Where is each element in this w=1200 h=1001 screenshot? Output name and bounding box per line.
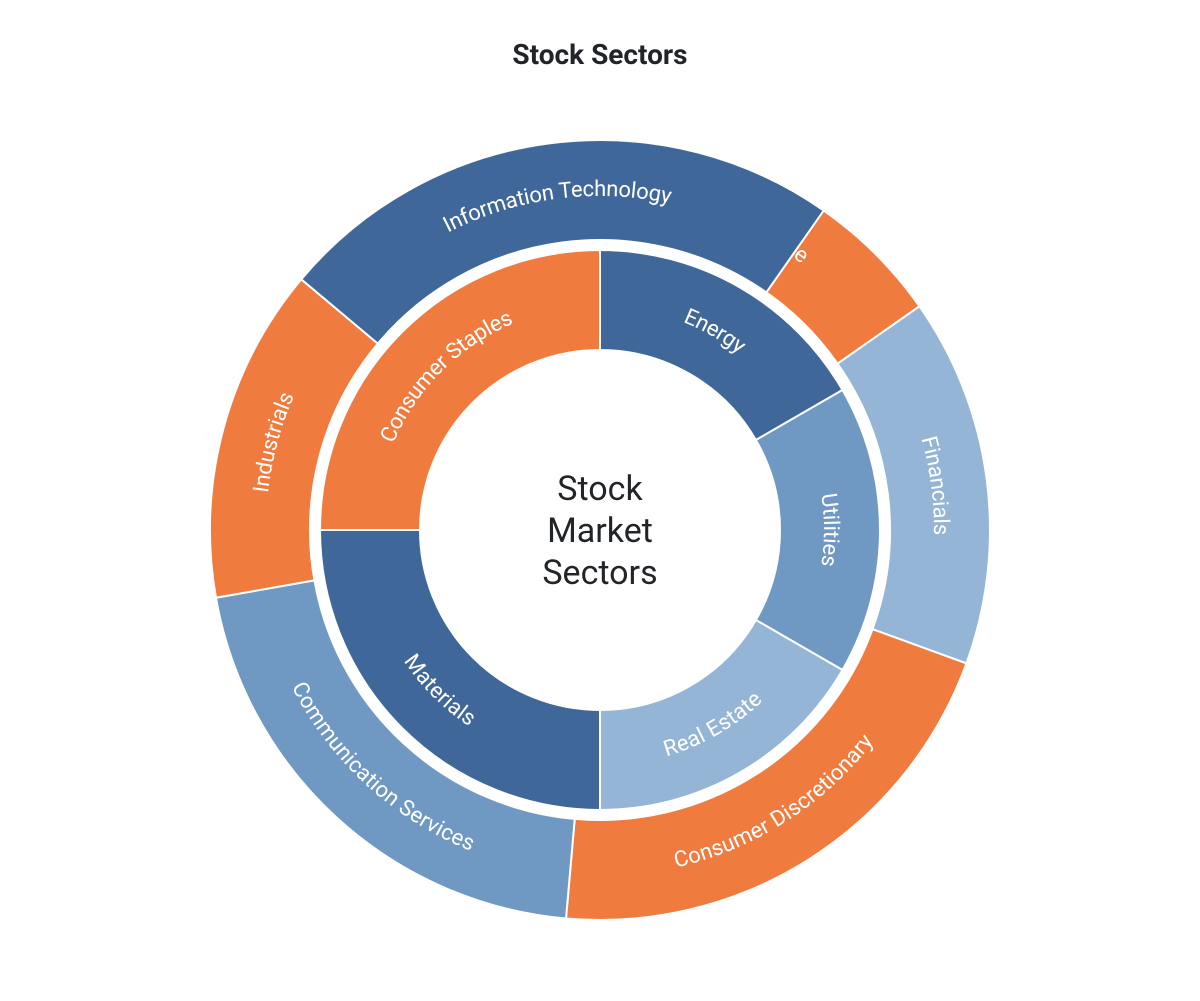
- sunburst-svg: EnergyUtilitiesReal EstateMaterialsConsu…: [0, 0, 1200, 1001]
- inner-ring-label: Utilities: [815, 492, 843, 568]
- center-label: StockMarketSectors: [542, 469, 657, 593]
- sunburst-chart: EnergyUtilitiesReal EstateMaterialsConsu…: [0, 0, 1200, 1001]
- inner-ring-segment: [756, 390, 880, 670]
